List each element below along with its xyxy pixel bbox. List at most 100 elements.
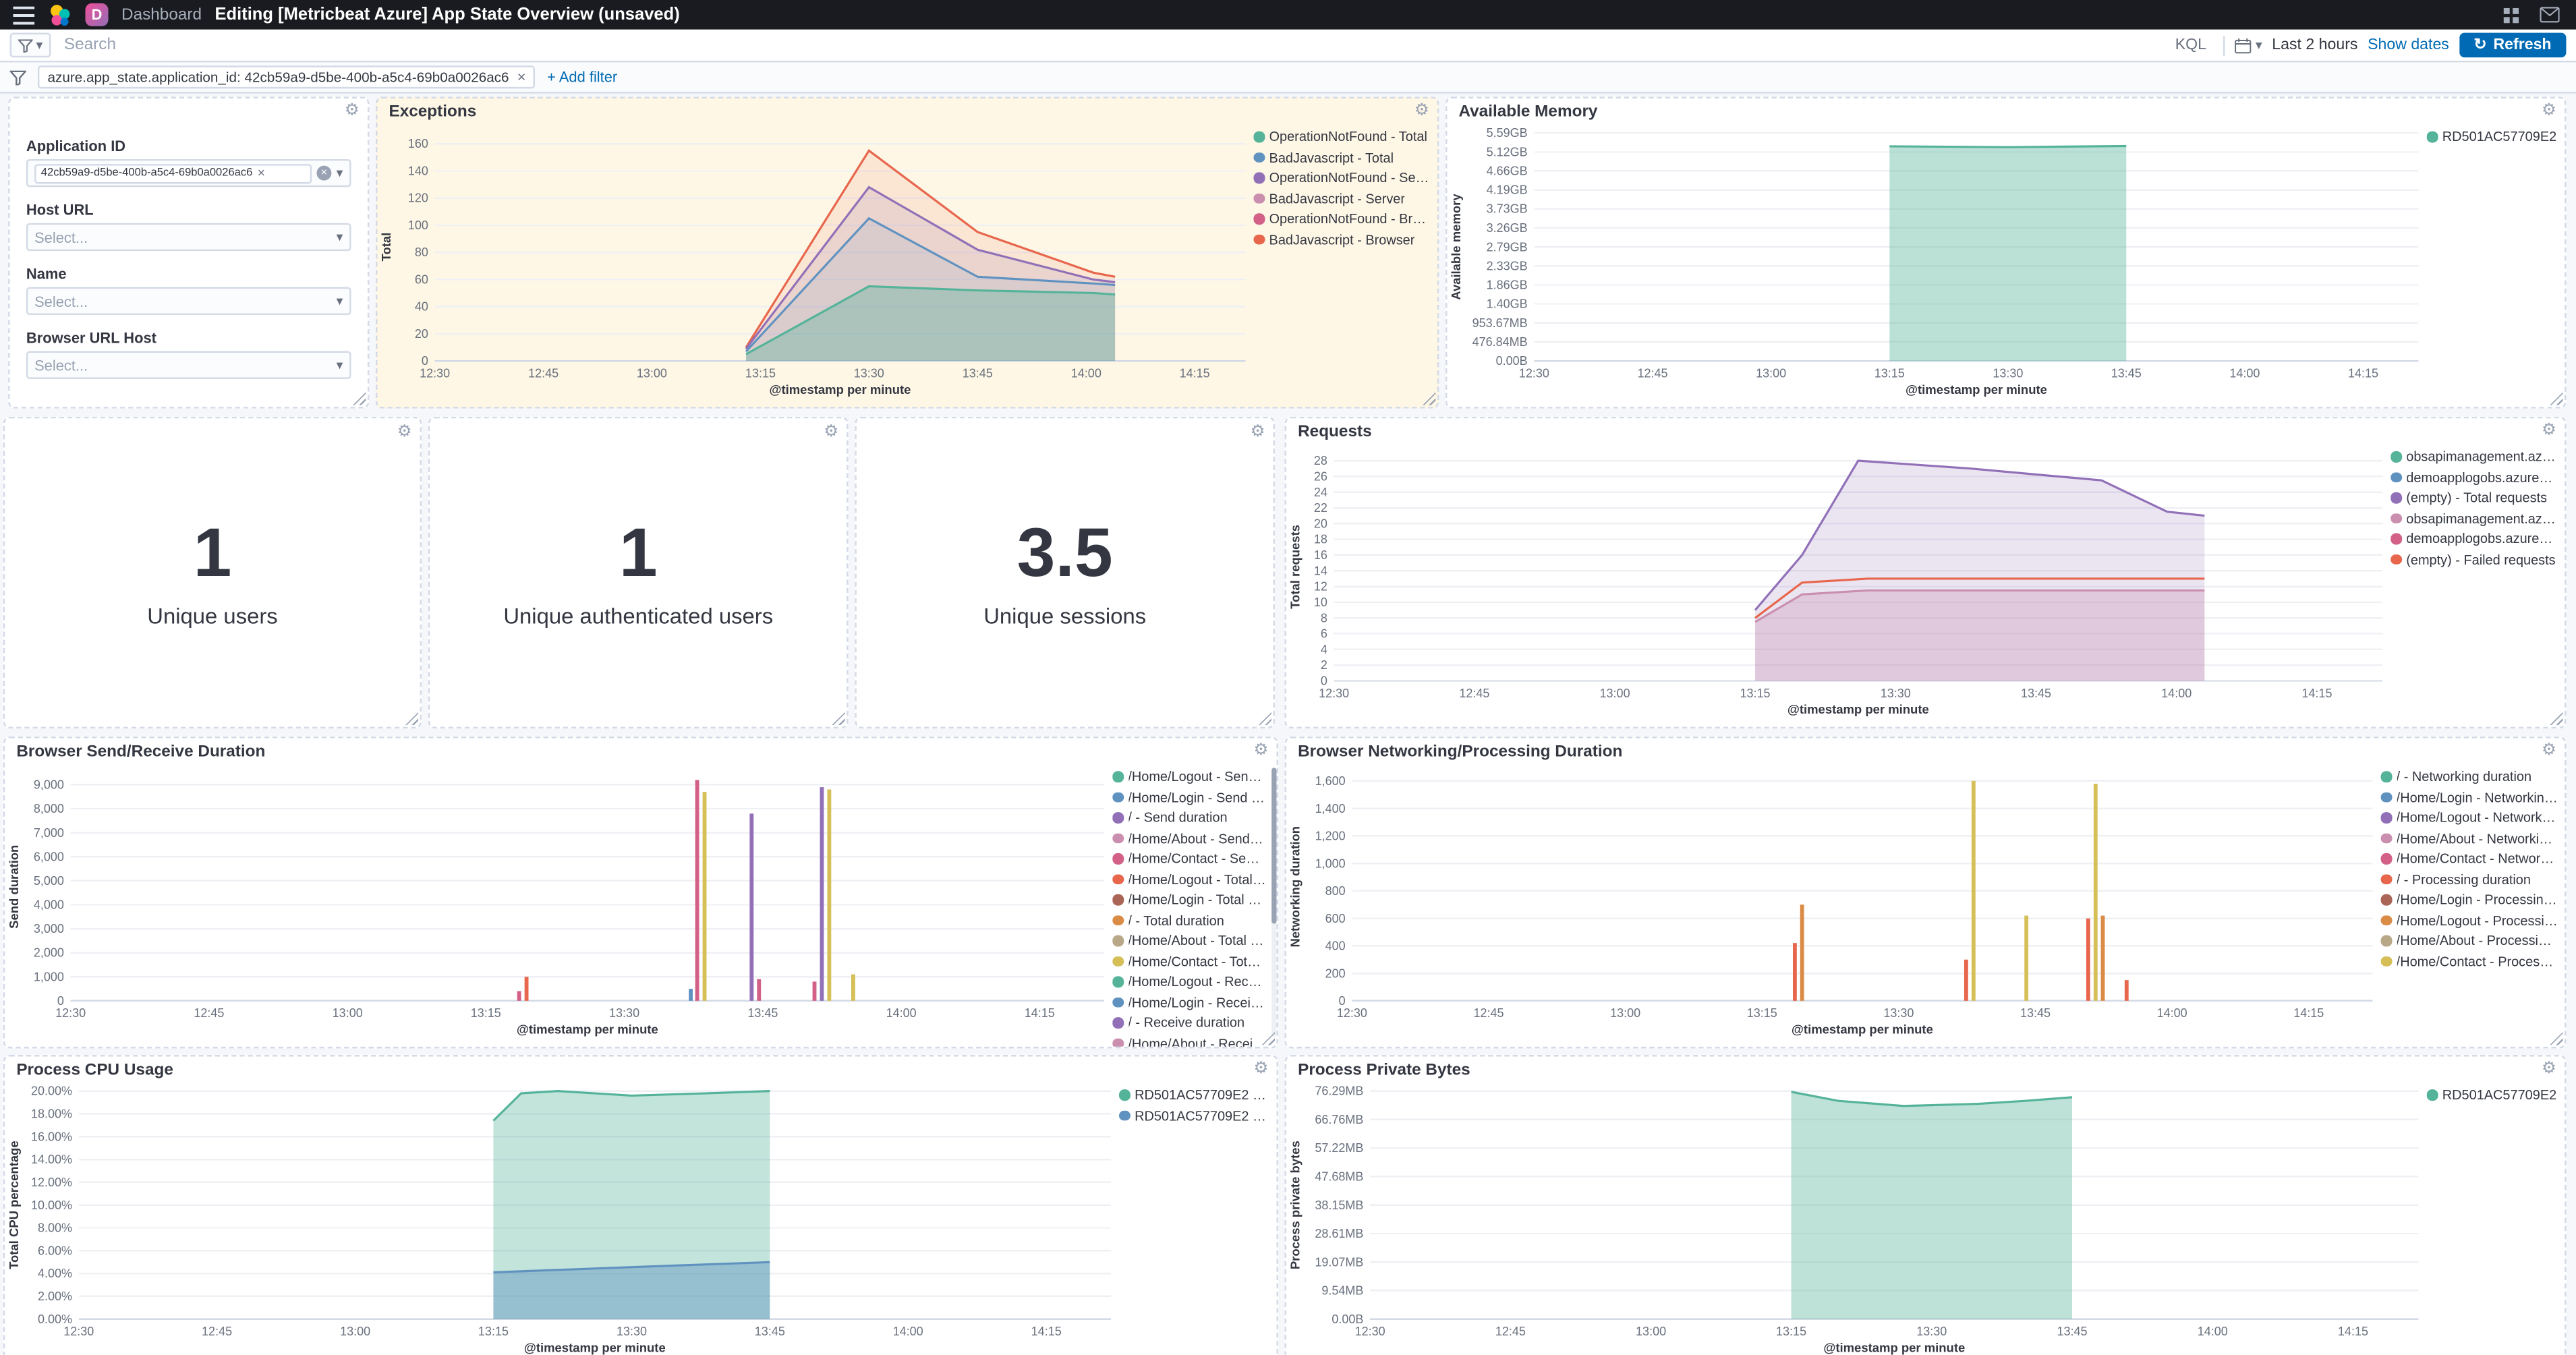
legend-item[interactable]: /Home/Contact - Send dur... (1112, 851, 1267, 866)
legend-item[interactable]: /Home/Logout - Send dura... (1112, 770, 1267, 784)
legend-item[interactable]: / - Networking duration (2380, 770, 2558, 784)
panel-title[interactable]: Available Memory (1458, 103, 1598, 122)
legend-item[interactable]: /Home/Login - Send duration (1112, 790, 1267, 805)
legend-item[interactable]: /Home/About - Send durati... (1112, 831, 1267, 846)
legend-item[interactable]: demoapplogobs.azurewebsite... (2391, 531, 2558, 546)
chevron-down-icon[interactable]: ▾ (336, 357, 343, 373)
panel-resize-handle[interactable] (832, 712, 845, 726)
process-cpu-chart[interactable]: 0.00% 2.00% 4.00% 6.00% 8.00% 10.00% 12.00% 14.… (5, 1081, 1119, 1355)
name-select[interactable]: Select... ▾ (26, 287, 351, 316)
legend-scrollbar[interactable] (1271, 768, 1277, 1037)
legend-item[interactable]: /Home/Login - Processing dur... (2380, 892, 2558, 907)
legend-item[interactable]: (empty) - Total requests (2391, 490, 2558, 505)
panel-settings-icon[interactable]: ⚙ (1253, 1060, 1269, 1078)
panel-resize-handle[interactable] (1258, 712, 1272, 726)
legend-item[interactable]: obsapimanagement.azure-api... (2391, 450, 2558, 464)
filter-remove-icon[interactable]: × (517, 69, 526, 86)
legend-item[interactable]: /Home/Contact - Networking ... (2380, 851, 2558, 866)
panel-settings-icon[interactable]: ⚙ (2542, 1060, 2556, 1078)
search-input[interactable] (61, 34, 2159, 56)
legend-scrollbar-thumb[interactable] (1271, 768, 1277, 924)
chip-remove-icon[interactable]: × (257, 165, 265, 181)
clear-selection-icon[interactable]: × (316, 165, 332, 181)
panel-settings-icon[interactable]: ⚙ (397, 423, 412, 442)
filter-pill[interactable]: azure.app_state.application_id: 42cb59a9… (37, 65, 536, 89)
application-id-combobox[interactable]: 42cb59a9-d5be-400b-a5c4-69b0a0026ac6 × ×… (26, 158, 351, 188)
legend-item[interactable]: obsapimanagement.azure-api... (2391, 511, 2558, 526)
panel-resize-handle[interactable] (352, 392, 366, 405)
mail-icon[interactable] (2537, 3, 2563, 26)
legend-item[interactable]: / - Send duration (1112, 811, 1267, 826)
panel-settings-icon[interactable]: ⚙ (344, 101, 360, 120)
chevron-down-icon[interactable]: ▾ (336, 165, 343, 181)
legend-item[interactable]: (empty) - Failed requests (2391, 552, 2558, 567)
panel-title[interactable]: Exceptions (389, 103, 477, 122)
legend-item[interactable]: BadJavascript - Total (1253, 150, 1431, 165)
legend-item[interactable]: /Home/About - Receive dur... (1112, 1036, 1267, 1047)
show-dates-link[interactable]: Show dates (2368, 36, 2449, 55)
time-range-value[interactable]: Last 2 hours (2272, 36, 2358, 55)
selected-option-chip[interactable]: 42cb59a9-d5be-400b-a5c4-69b0a0026ac6 × (34, 163, 312, 183)
elastic-logo[interactable] (48, 3, 72, 27)
date-picker-button[interactable]: ▾ (2234, 37, 2262, 53)
legend-item[interactable]: BadJavascript - Server (1253, 191, 1431, 206)
legend-item[interactable]: /Home/Contact - Processing ... (2380, 954, 2558, 969)
saved-query-menu-button[interactable]: ▾ (9, 32, 51, 58)
legend-item[interactable]: BadJavascript - Browser (1253, 232, 1431, 247)
requests-chart[interactable]: 0 2 4 6 8 10 12 14 16 18 20 22 24 26 28 12:30 12:45 13:00… (1286, 443, 2391, 727)
process-private-bytes-chart[interactable]: 0.00B 9.54MB 19.07MB 28.61MB 38.15MB 47.68MB 5… (1286, 1081, 2427, 1355)
panel-resize-handle[interactable] (405, 712, 419, 726)
legend-item[interactable]: / - Receive duration (1112, 1016, 1267, 1031)
add-filter-link[interactable]: + Add filter (547, 69, 618, 86)
legend-item[interactable]: /Home/Logout - Receive d... (1112, 975, 1267, 989)
panel-title[interactable]: Browser Networking/Processing Duration (1298, 743, 1623, 761)
legend-item[interactable]: OperationNotFound - Server (1253, 171, 1431, 185)
panel-title[interactable]: Process Private Bytes (1298, 1061, 1470, 1080)
legend-item[interactable]: RD501AC57709E2 - CPU perc... (1118, 1108, 1270, 1123)
legend-item[interactable]: /Home/Logout - Networking d... (2380, 811, 2558, 826)
legend-item[interactable]: /Home/Logout - Total durat... (1112, 872, 1267, 887)
legend-item[interactable]: /Home/Login - Total duration (1112, 892, 1267, 907)
panel-settings-icon[interactable]: ⚙ (2542, 741, 2556, 760)
browser-url-host-select[interactable]: Select... ▾ (26, 351, 351, 379)
legend-item[interactable]: demoapplogobs.azurewebsite... (2391, 470, 2558, 485)
legend-item[interactable]: RD501AC57709E2 (2426, 129, 2558, 144)
panel-settings-icon[interactable]: ⚙ (1250, 423, 1265, 442)
chevron-down-icon[interactable]: ▾ (336, 229, 343, 245)
legend-item[interactable]: /Home/About - Processing du... (2380, 933, 2558, 948)
legend-item[interactable]: RD501AC57709E2 - Total CPU... (1118, 1088, 1270, 1103)
chevron-down-icon[interactable]: ▾ (336, 293, 343, 309)
svg-text:Process private bytes: Process private bytes (1288, 1141, 1303, 1269)
apps-grid-icon[interactable] (2497, 3, 2523, 26)
space-avatar[interactable]: D (85, 3, 109, 26)
panel-settings-icon[interactable]: ⚙ (1414, 101, 1429, 120)
legend-item[interactable]: RD501AC57709E2 (2426, 1088, 2558, 1103)
legend-item[interactable]: / - Processing duration (2380, 872, 2558, 887)
networking-processing-chart[interactable]: 0 200 400 600 800 1,000 1,200 1,400 1,600 12:30 12… (1286, 763, 2380, 1047)
panel-settings-icon[interactable]: ⚙ (1253, 741, 1269, 760)
host-url-select[interactable]: Select... ▾ (26, 223, 351, 252)
available-memory-chart[interactable]: 0.00B 476.84MB 953.67MB 1.40GB 1.86GB 2.33GB 2… (1447, 123, 2426, 407)
legend-item[interactable]: /Home/Contact - Total dur... (1112, 954, 1267, 969)
panel-title[interactable]: Browser Send/Receive Duration (16, 743, 266, 761)
breadcrumb[interactable]: Dashboard (121, 5, 202, 24)
legend-item[interactable]: /Home/About - Networking du... (2380, 831, 2558, 846)
kql-toggle[interactable]: KQL (2175, 36, 2206, 55)
panel-settings-icon[interactable]: ⚙ (2542, 101, 2556, 120)
panel-title[interactable]: Process CPU Usage (16, 1061, 173, 1080)
menu-icon[interactable] (13, 5, 35, 24)
legend-item[interactable]: /Home/Logout - Processing d... (2380, 913, 2558, 928)
legend-item[interactable]: /Home/Login - Receive dur... (1112, 995, 1267, 1010)
legend-item[interactable]: OperationNotFound - Browser (1253, 212, 1431, 227)
legend-item[interactable]: /Home/About - Total durati... (1112, 933, 1267, 948)
legend-item[interactable]: OperationNotFound - Total (1253, 129, 1431, 144)
send-receive-chart[interactable]: 0 1,000 2,000 3,000 4,000 5,000 6,000 7,000 8,00… (5, 763, 1112, 1047)
legend-item[interactable]: / - Total duration (1112, 913, 1267, 928)
refresh-button[interactable]: ↻ Refresh (2459, 32, 2567, 58)
filter-options-icon[interactable] (9, 69, 26, 85)
exceptions-chart[interactable]: 0 20 40 60 80 100 120 140 160 12:30 12:45 13:00 13:1… (377, 123, 1253, 407)
panel-title[interactable]: Requests (1298, 423, 1372, 442)
panel-settings-icon[interactable]: ⚙ (824, 423, 839, 442)
legend-item[interactable]: /Home/Login - Networking du... (2380, 790, 2558, 805)
panel-settings-icon[interactable]: ⚙ (2542, 422, 2556, 440)
